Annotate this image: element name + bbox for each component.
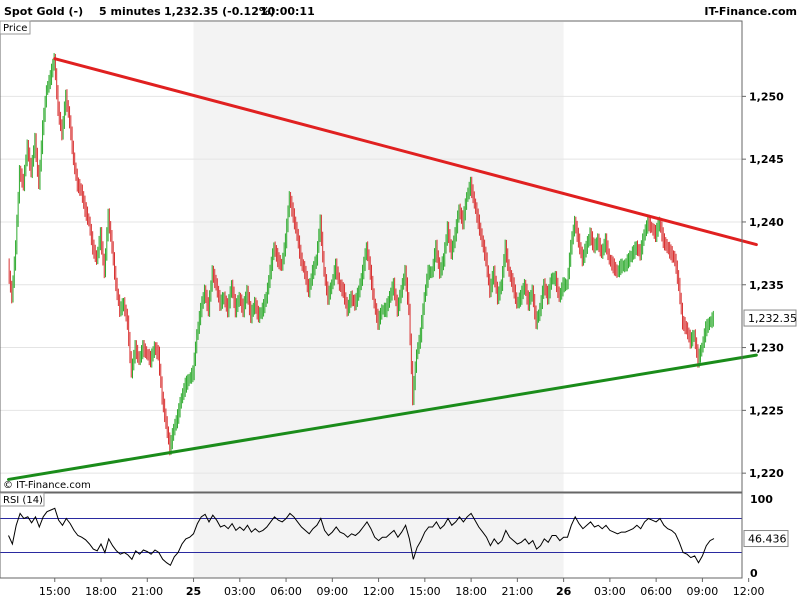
x-tick-label: 18:00: [85, 585, 117, 598]
rsi-frame: [0, 492, 743, 579]
price-tick-label: 1,245: [749, 153, 784, 166]
header-time: 10:00:11: [260, 5, 315, 18]
rsi-tag-box: [0, 492, 45, 507]
x-tick-label: 03:00: [594, 585, 626, 598]
x-tick-label: 18:00: [455, 585, 487, 598]
support-trendline: [7, 353, 758, 481]
session-shade: [193, 22, 564, 492]
header-bar: [0, 0, 800, 20]
rsi-session-shade: [193, 494, 564, 578]
rsi-panel: 100 0 46.436 RSI (14): [0, 492, 789, 580]
price-tick-label: 1,250: [749, 90, 784, 103]
x-tick-label: 03:00: [224, 585, 256, 598]
x-axis: 15:00 18:00 21:00 25 03:00 06:00 09:00 12:00 15:…: [39, 578, 765, 598]
x-tick-label: 09:00: [687, 585, 719, 598]
price-tick-label: 1,220: [749, 467, 784, 480]
price-tick-label: 1,240: [749, 216, 784, 229]
last-change: 1,232.35 (-0.12%): [164, 5, 275, 18]
price-frame: [0, 20, 743, 493]
price-tag: Price: [3, 23, 27, 34]
price-tick-label: 1,235: [749, 279, 784, 292]
last-price-box: [743, 309, 797, 327]
resistance-trendline: [53, 57, 758, 247]
x-tick-label: 06:00: [640, 585, 672, 598]
rsi-tick-label: 0: [750, 567, 758, 580]
x-tick-label: 21:00: [131, 585, 163, 598]
x-tick-label: 21:00: [502, 585, 534, 598]
x-tick-label: 15:00: [409, 585, 441, 598]
x-tick-label: 26: [556, 585, 572, 598]
price-tag-box: [0, 20, 31, 35]
x-tick-label: 12:00: [733, 585, 765, 598]
rsi-tag: RSI (14): [3, 495, 43, 506]
copyright: © IT-Finance.com: [3, 480, 91, 491]
price-tick-label: 1,225: [749, 404, 784, 417]
x-tick-label: 06:00: [270, 585, 302, 598]
rsi-value-label: 46.436: [748, 533, 787, 546]
last-price-label: 1,232.35: [748, 312, 797, 325]
x-tick-label: 25: [186, 585, 201, 598]
x-tick-label: 15:00: [39, 585, 71, 598]
rsi-line: [8, 507, 715, 567]
price-panel: 1,220 1,225 1,230 1,235 1,240 1,245 1,250 1,232…: [0, 20, 797, 493]
brand: IT-Finance.com: [704, 5, 797, 18]
x-tick-label: 12:00: [363, 585, 395, 598]
rsi-value-box: [743, 530, 789, 548]
price-tick-label: 1,230: [749, 342, 784, 355]
x-tick-label: 09:00: [316, 585, 348, 598]
instrument-name: Spot Gold (-): [4, 5, 83, 18]
rsi-tick-label: 100: [750, 493, 773, 506]
interval: 5 minutes: [99, 5, 161, 18]
